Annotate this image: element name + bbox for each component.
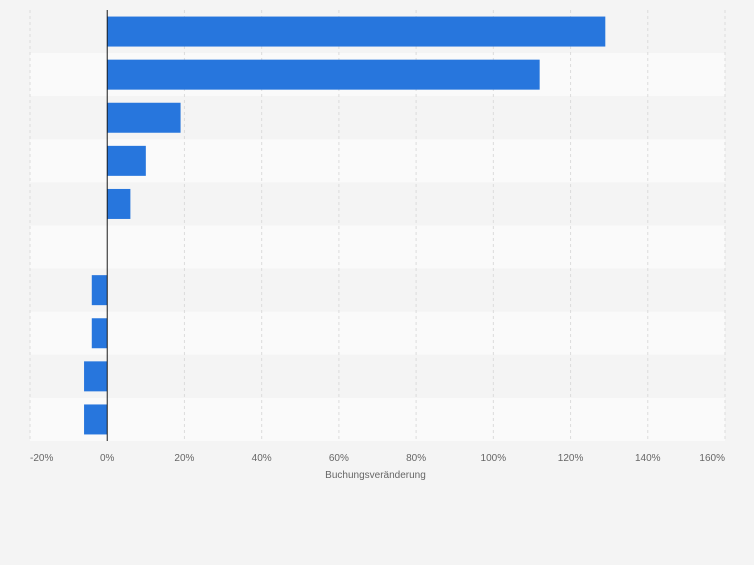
x-tick-label: -20% xyxy=(30,453,53,464)
x-tick-label: 140% xyxy=(635,453,661,464)
x-axis-ticks: -20% 0% 20% 40% 60% 80% 100% 120% 140% 160% xyxy=(30,453,725,464)
row-band xyxy=(30,354,725,398)
bar-8 xyxy=(91,318,108,349)
bars xyxy=(84,16,606,435)
row-band xyxy=(30,182,725,226)
x-axis-title: Buchungsveränderung xyxy=(325,470,426,481)
row-bands xyxy=(30,10,725,441)
bar-10 xyxy=(84,404,108,435)
bar-5 xyxy=(107,188,131,219)
bar-1 xyxy=(107,16,606,47)
bar-4 xyxy=(107,145,146,176)
row-band xyxy=(30,311,725,355)
row-band xyxy=(30,397,725,441)
bar-2 xyxy=(107,59,540,90)
x-tick-label: 20% xyxy=(174,453,194,464)
bar-7 xyxy=(91,275,108,306)
x-tick-label: 60% xyxy=(329,453,349,464)
bar-3 xyxy=(107,102,181,133)
x-tick-label: 40% xyxy=(252,453,272,464)
x-tick-label: 0% xyxy=(100,453,115,464)
row-band xyxy=(30,225,725,269)
x-tick-label: 100% xyxy=(481,453,507,464)
x-tick-label: 80% xyxy=(406,453,426,464)
bar-9 xyxy=(84,361,108,392)
x-tick-label: 160% xyxy=(699,453,725,464)
row-band xyxy=(30,268,725,312)
x-tick-label: 120% xyxy=(558,453,584,464)
